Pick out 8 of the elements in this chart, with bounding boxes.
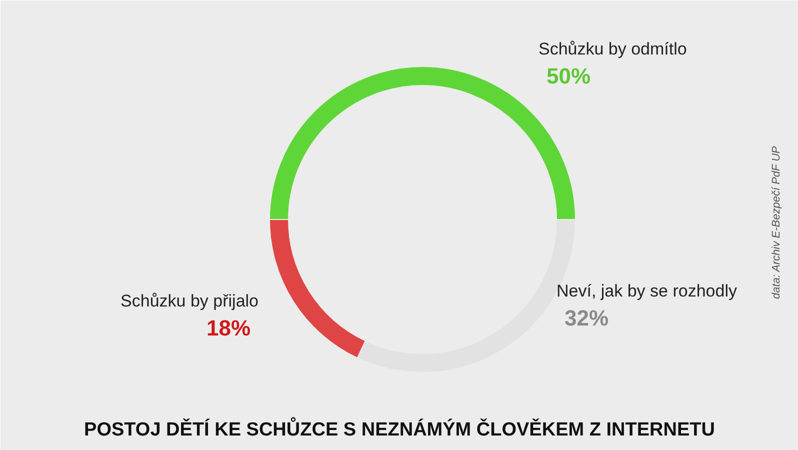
slice-label: Schůzku by odmítlo bbox=[538, 40, 687, 58]
text: POSTOJ DĚTÍ KE SCHŮZCE S NEZNÁMÝM ČLOVĚKEM Z INTERNETU bbox=[84, 416, 715, 440]
data-label: 32% bbox=[564, 306, 609, 330]
slice-label: Schůzku by přijalo bbox=[120, 292, 259, 310]
text: data: Archiv E-Bezpečí PdF UP bbox=[770, 145, 782, 299]
data-label: 50% bbox=[546, 64, 591, 88]
slice-label: Neví, jak by se rozhodly bbox=[556, 282, 738, 300]
data-label: 18% bbox=[206, 316, 251, 340]
